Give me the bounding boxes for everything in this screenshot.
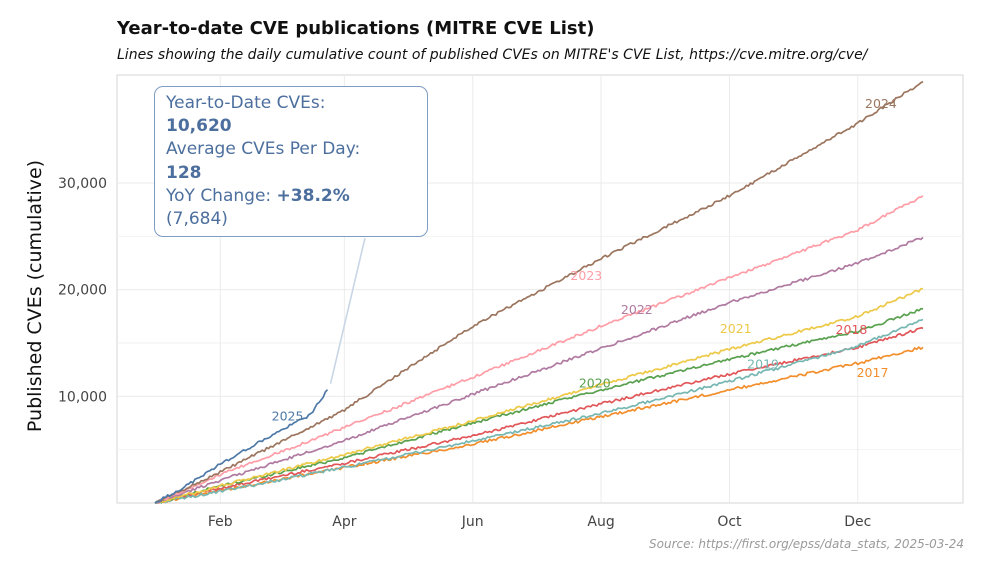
callout-leader-line (329, 237, 366, 384)
series-label-2021: 2021 (720, 321, 752, 336)
y-tick-label: 10,000 (58, 389, 107, 405)
series-label-2022: 2022 (621, 302, 653, 317)
series-label-2023: 2023 (570, 268, 602, 283)
y-axis-label: Published CVEs (cumulative) (24, 160, 46, 432)
y-tick-label: 20,000 (58, 283, 107, 299)
yoy-value: +38.2% (276, 185, 350, 206)
x-tick-label: Oct (717, 514, 742, 530)
series-label-2018: 2018 (836, 322, 868, 337)
series-line-2025 (154, 389, 329, 504)
axes: Feb Apr Jun Aug Oct Dec 10,000 20,000 30,000 (58, 176, 871, 530)
series-line-2023 (154, 195, 924, 504)
yoy-label: YoY Change: (166, 185, 277, 206)
series-line-2018 (154, 327, 924, 504)
x-tick-label: Jun (461, 514, 484, 530)
yoy-row: YoY Change: +38.2% (166, 185, 416, 208)
series-lines (154, 80, 924, 504)
y-tick-label: 30,000 (58, 176, 107, 192)
chart-title: Year-to-date CVE publications (MITRE CVE… (117, 18, 595, 39)
series-label-2019: 2019 (747, 356, 779, 371)
series-labels: 2017 2018 2019 2020 2021 2022 2023 2024 2025 (272, 96, 897, 424)
chart-subtitle: Lines showing the daily cumulative count… (117, 47, 868, 63)
series-line-2024 (154, 80, 924, 504)
source-caption: Source: https://first.org/epss/data_stat… (649, 537, 964, 551)
ytd-value: 10,620 (166, 116, 232, 137)
ytd-label: Year-to-Date CVEs: (166, 93, 326, 113)
previous-year-value: (7,684) (166, 209, 228, 230)
x-tick-label: Dec (844, 514, 871, 530)
series-line-2020 (154, 307, 924, 504)
avg-per-day-label: Average CVEs Per Day: (166, 139, 361, 160)
series-label-2024: 2024 (865, 96, 897, 111)
x-tick-label: Feb (208, 514, 233, 530)
avg-per-day-value: 128 (166, 162, 202, 183)
x-tick-label: Apr (332, 514, 356, 530)
series-line-2019 (155, 318, 924, 504)
ytd-summary-callout: Year-to-Date CVEs: 10,620 Average CVEs P… (154, 86, 428, 237)
series-line-2022 (154, 236, 924, 504)
series-label-2017: 2017 (857, 365, 889, 380)
series-label-2020: 2020 (579, 376, 611, 391)
series-line-2021 (154, 287, 924, 504)
series-label-2025: 2025 (272, 409, 304, 424)
x-tick-label: Aug (587, 514, 614, 530)
